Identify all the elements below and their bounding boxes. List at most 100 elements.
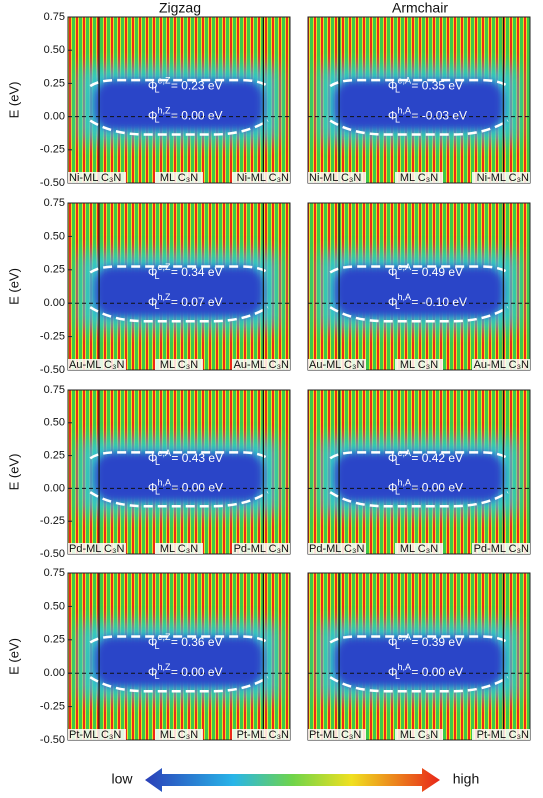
- x-label-bg: [472, 359, 530, 370]
- annotation-text: = 0.00 eV: [408, 665, 463, 679]
- annotation-sup: h,A: [397, 293, 411, 303]
- x-label-bg: [232, 172, 290, 183]
- x-label: Pt-ML C₃N: [309, 729, 361, 741]
- annotation-sup: h,A: [397, 663, 411, 673]
- x-label: Pt-ML C₃N: [237, 729, 289, 741]
- y-tick-label: 0.00: [44, 297, 65, 309]
- y-tick-label: 0.75: [44, 11, 65, 23]
- x-label-bg: [308, 359, 366, 370]
- annotation: Φh,A L = 0.00 eV: [388, 478, 463, 497]
- annotation-sub: L: [155, 672, 160, 682]
- annotation: Φh,A L = -0.03 eV: [388, 106, 467, 125]
- y-tick-label: 0.75: [44, 384, 65, 396]
- annotation-symbol: Φ: [148, 265, 158, 279]
- heatmap-gap: [334, 80, 504, 130]
- heatmap-image: [68, 390, 290, 554]
- annotation: Φh,Z L = 0.07 eV: [148, 293, 223, 312]
- annotation-sub: L: [155, 85, 160, 95]
- y-tick-label: 0.25: [44, 450, 65, 462]
- annotation-text: = 0.23 eV: [168, 79, 223, 93]
- x-label: Ni-ML C₃N: [237, 172, 289, 184]
- x-label: ML C₃N: [400, 729, 438, 741]
- annotation-text: = 0.39 eV: [408, 635, 463, 649]
- x-label: ML C₃N: [160, 729, 198, 741]
- x-label: Ni-ML C₃N: [477, 172, 529, 184]
- annotation-sub: L: [155, 457, 160, 467]
- x-label-bg: [68, 172, 126, 183]
- x-label-bg: [68, 543, 126, 554]
- heatmap-panel: 0.75 0.50 0.25 0.00 -0.25 -0.50 E (eV) Pt-ML C₃…: [6, 567, 291, 746]
- colorbar: [145, 768, 440, 792]
- heatmap-image: [308, 390, 530, 554]
- annotation-sup: h,Z: [157, 106, 171, 116]
- x-label-bg: [155, 729, 203, 740]
- y-tick-label: -0.25: [40, 144, 65, 156]
- y-tick-label: -0.50: [40, 364, 65, 376]
- x-label-bg: [232, 729, 290, 740]
- annotation-text: = 0.42 eV: [408, 451, 463, 465]
- annotation: Φe,Z L = 0.34 eV: [148, 263, 223, 282]
- x-label-bg: [395, 729, 443, 740]
- y-tick-label: -0.50: [40, 177, 65, 189]
- x-label-bg: [232, 359, 290, 370]
- gap-edge: [329, 676, 509, 693]
- annotation-text: = 0.35 eV: [408, 79, 463, 93]
- x-label: Pd-ML C₃N: [474, 543, 529, 555]
- annotation-symbol: Φ: [388, 265, 398, 279]
- annotation-sub: L: [395, 85, 400, 95]
- y-tick-label: -0.25: [40, 701, 65, 713]
- annotation-sup: e,Z: [157, 263, 171, 273]
- x-label-bg: [308, 543, 366, 554]
- x-label: ML C₃N: [160, 172, 198, 184]
- y-tick-label: 0.25: [44, 77, 65, 89]
- annotation-symbol: Φ: [388, 635, 398, 649]
- heatmap-panel: 0.75 0.50 0.25 0.00 -0.25 -0.50 E (eV) Ni-ML C₃…: [6, 11, 291, 189]
- annotation-text: = -0.03 eV: [408, 109, 467, 123]
- x-label-bg: [155, 359, 203, 370]
- heatmap-image: [308, 573, 530, 740]
- y-tick-label: 0.50: [44, 417, 65, 429]
- annotation-sub: L: [155, 642, 160, 652]
- annotation-sup: e,A: [157, 448, 171, 458]
- annotation-symbol: Φ: [388, 665, 398, 679]
- y-axis-label: E (eV): [6, 82, 21, 119]
- y-axis-label: E (eV): [6, 268, 21, 305]
- x-label: ML C₃N: [400, 543, 438, 555]
- heatmap-image: [68, 17, 290, 183]
- heatmap-image: [68, 203, 290, 370]
- y-tick-label: -0.25: [40, 515, 65, 527]
- annotation-sub: L: [395, 642, 400, 652]
- x-label: Au-ML C₃N: [69, 359, 124, 371]
- annotation-symbol: Φ: [148, 481, 158, 495]
- annotation-text: = 0.00 eV: [168, 481, 223, 495]
- x-label-bg: [472, 729, 530, 740]
- x-label: Pt-ML C₃N: [477, 729, 529, 741]
- annotation-symbol: Φ: [148, 295, 158, 309]
- annotation: Φe,A L = 0.49 eV: [388, 263, 463, 282]
- gap-edge: [89, 306, 269, 323]
- annotation-symbol: Φ: [388, 109, 398, 123]
- colorbar-high: high: [453, 771, 479, 787]
- annotation-sub: L: [395, 457, 400, 467]
- annotation-symbol: Φ: [148, 79, 158, 93]
- heatmap-image: [68, 573, 290, 740]
- y-tick-label: 0.00: [44, 111, 65, 123]
- y-axis-label: E (eV): [6, 454, 21, 491]
- heatmap-gap: [94, 80, 264, 130]
- annotation-symbol: Φ: [148, 451, 158, 465]
- gap-edge: [89, 635, 269, 644]
- annotation-sup: h,A: [157, 478, 171, 488]
- annotation-sup: e,A: [397, 633, 411, 643]
- annotation: Φe,Z L = 0.36 eV: [148, 633, 223, 652]
- annotation-sub: L: [155, 487, 160, 497]
- annotation-sub: L: [395, 672, 400, 682]
- gap-edge: [89, 491, 269, 508]
- x-label: ML C₃N: [160, 543, 198, 555]
- annotation-sub: L: [155, 272, 160, 282]
- annotation-sup: e,Z: [157, 633, 171, 643]
- gap-edge: [329, 265, 509, 274]
- x-label-bg: [472, 172, 530, 183]
- annotation-text: = 0.43 eV: [168, 451, 223, 465]
